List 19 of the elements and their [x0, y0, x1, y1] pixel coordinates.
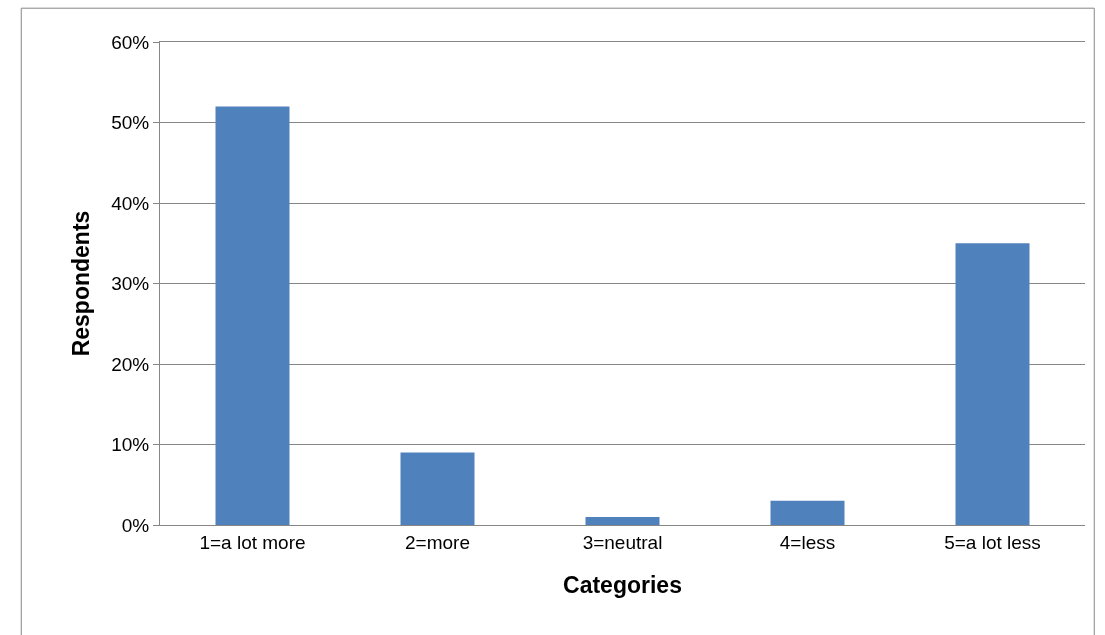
y-tick-label: 0% [121, 514, 150, 536]
x-tick-label: 4=less [779, 531, 836, 553]
x-tick-label: 5=a lot less [944, 531, 1041, 553]
bar [585, 516, 660, 525]
y-tick-label: 60% [111, 31, 150, 53]
x-tick-label: 3=neutral [582, 531, 663, 553]
y-tick-label: 30% [111, 273, 150, 295]
y-axis-title: Respondents [67, 210, 94, 357]
x-tick-label: 1=a lot more [199, 531, 306, 553]
bar [400, 452, 475, 525]
x-axis-title: Categories [563, 572, 682, 599]
y-tick-label: 50% [111, 112, 150, 134]
bar [215, 106, 290, 525]
bar [955, 243, 1030, 525]
x-tick-label: 2=more [405, 531, 470, 553]
y-tick-label: 20% [111, 353, 150, 375]
bar [770, 500, 845, 525]
y-tick-label: 40% [111, 192, 150, 214]
y-tick-label: 10% [111, 434, 150, 456]
